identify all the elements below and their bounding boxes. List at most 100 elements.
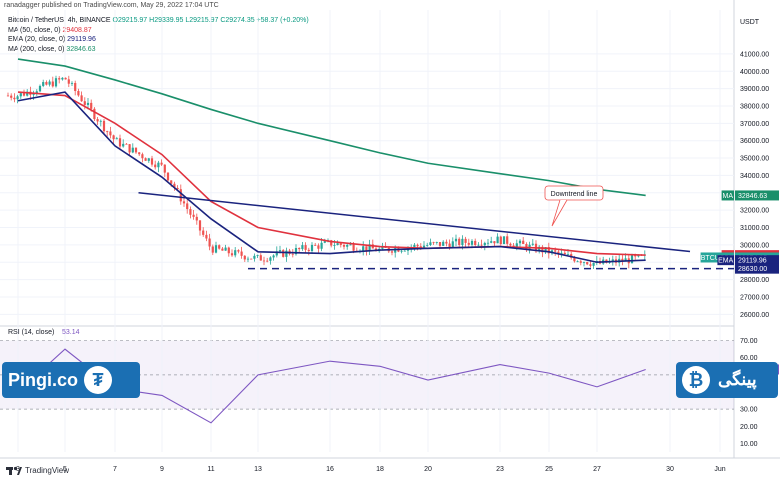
candle-body bbox=[515, 243, 518, 247]
pingi-farsi-text: پینگی bbox=[718, 370, 757, 389]
candle-body bbox=[307, 249, 310, 252]
footer-brand: TradingView bbox=[25, 466, 70, 475]
date-tick-label: 13 bbox=[254, 466, 262, 473]
candle-body bbox=[243, 255, 246, 260]
legend-ma50-row[interactable]: MA (50, close, 0) 29408.87 bbox=[8, 26, 309, 36]
candle-body bbox=[429, 242, 432, 245]
candle-body bbox=[394, 248, 397, 253]
candle-body bbox=[461, 238, 464, 245]
candle-body bbox=[35, 91, 38, 94]
candle-body bbox=[547, 247, 550, 254]
candle-body bbox=[48, 81, 51, 85]
candle-body bbox=[483, 242, 486, 246]
candle-body bbox=[26, 91, 29, 96]
candle-body bbox=[266, 260, 269, 262]
price-tag-label-box bbox=[700, 252, 734, 263]
candle-body bbox=[330, 240, 333, 246]
candle-body bbox=[22, 93, 26, 96]
candle-body bbox=[435, 242, 438, 243]
candle-body bbox=[16, 96, 19, 100]
candle-body bbox=[237, 250, 240, 252]
candle-body bbox=[205, 234, 208, 239]
candle-body bbox=[179, 189, 182, 202]
candle-body bbox=[339, 243, 342, 245]
candle-body bbox=[138, 152, 141, 155]
rsi-tick-label: 30.00 bbox=[740, 407, 758, 414]
date-tick-label: 7 bbox=[113, 466, 117, 473]
candle-body bbox=[554, 250, 557, 252]
candle-body bbox=[176, 187, 179, 190]
candle-body bbox=[368, 244, 371, 252]
legend-ema20-row[interactable]: EMA (20, close, 0) 29119.96 bbox=[8, 35, 309, 45]
candle-body bbox=[419, 246, 422, 248]
candle-body bbox=[333, 245, 336, 246]
candle-body bbox=[448, 243, 451, 248]
ema20-line bbox=[17, 91, 646, 264]
candle-body bbox=[189, 209, 192, 215]
candle-body bbox=[301, 245, 304, 250]
candle-body bbox=[285, 250, 288, 257]
candle-body bbox=[291, 253, 294, 255]
price-tick-label: 35000.00 bbox=[740, 156, 769, 163]
price-tick-label: 28000.00 bbox=[740, 277, 769, 284]
candle-body bbox=[621, 258, 624, 262]
candle-body bbox=[70, 82, 74, 84]
candle-body bbox=[166, 172, 170, 181]
publish-header: ranadagger published on TradingView.com,… bbox=[4, 2, 219, 9]
candle-body bbox=[163, 164, 166, 173]
candle-body bbox=[566, 254, 570, 255]
candle-body bbox=[464, 238, 467, 243]
price-axis-currency: USDT bbox=[740, 19, 760, 26]
candle-body bbox=[256, 255, 259, 256]
legend-ma200-row[interactable]: MA (200, close, 0) 32846.63 bbox=[8, 45, 309, 55]
candle-body bbox=[99, 120, 102, 122]
ma50-line bbox=[17, 91, 646, 256]
pingi-watermark: Pingi.co ₮ bbox=[2, 362, 140, 398]
price-tick-label: 27000.00 bbox=[740, 294, 769, 301]
candle-body bbox=[6, 95, 10, 97]
candle-body bbox=[275, 251, 278, 256]
price-tag-value: 28630.00 bbox=[738, 266, 767, 273]
candle-body bbox=[134, 147, 138, 153]
candle-body bbox=[541, 246, 544, 253]
candle-body bbox=[246, 258, 250, 260]
price-tick-label: 38000.00 bbox=[740, 103, 769, 110]
candle-body bbox=[390, 251, 394, 253]
candle-body bbox=[160, 162, 163, 165]
price-axis: USDT 41000.00 40000.00 39000.00 38000.00 3700… bbox=[740, 19, 769, 319]
footer[interactable]: TradingView bbox=[6, 466, 69, 475]
date-tick-label: 9 bbox=[160, 466, 164, 473]
pingi-text: Pingi.co bbox=[8, 369, 79, 390]
price-tag-label: MA bbox=[723, 193, 734, 200]
date-tick-label: Jun bbox=[714, 466, 725, 473]
date-tick-label: 16 bbox=[326, 466, 334, 473]
candle-body bbox=[416, 244, 419, 247]
candle-body bbox=[470, 240, 474, 245]
candle-body bbox=[202, 230, 205, 235]
candle-body bbox=[96, 119, 99, 122]
candle-body bbox=[54, 78, 58, 87]
candle-body bbox=[154, 164, 157, 168]
price-tag-label-box bbox=[721, 190, 734, 201]
downtrend-callout-box bbox=[544, 185, 604, 201]
candle-body bbox=[458, 238, 461, 245]
candle-body bbox=[83, 101, 86, 105]
legend-ema20-value: 29119.96 bbox=[67, 36, 96, 43]
candle-body bbox=[227, 247, 230, 254]
candle-body bbox=[118, 138, 122, 147]
candle-body bbox=[445, 241, 448, 244]
candle-body bbox=[336, 243, 339, 246]
price-tick-label: 37000.00 bbox=[740, 121, 769, 128]
candle-body bbox=[294, 247, 298, 255]
candle-body bbox=[592, 263, 595, 266]
candle-body bbox=[262, 260, 266, 262]
price-tick-label: 30000.00 bbox=[740, 242, 769, 249]
candle-body bbox=[477, 244, 480, 246]
candle-body bbox=[253, 255, 256, 259]
candle-body bbox=[224, 247, 227, 251]
candle-body bbox=[77, 90, 80, 96]
legend-symbol-title: Bitcoin / TetherUS, 4h, BINANCE bbox=[8, 17, 111, 24]
candle-body bbox=[531, 243, 534, 245]
candle-body bbox=[10, 95, 13, 98]
